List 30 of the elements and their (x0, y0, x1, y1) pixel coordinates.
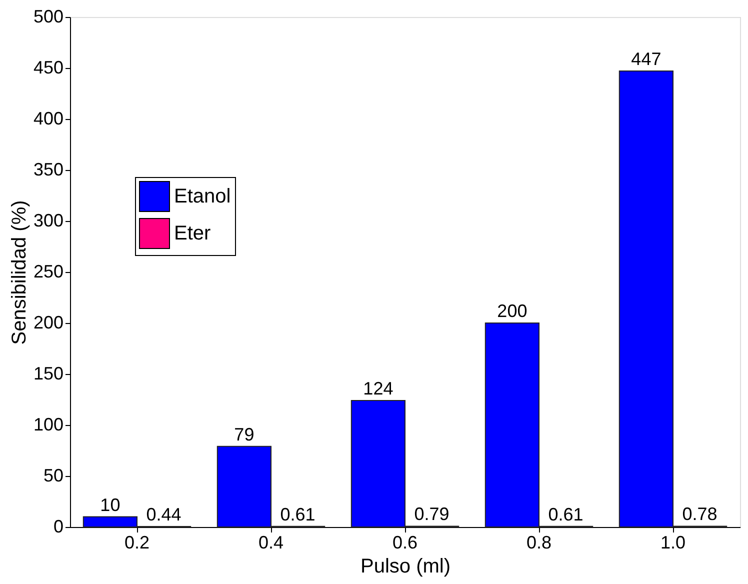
data-label: 0.79 (414, 504, 450, 524)
y-tick-label: 0 (53, 516, 64, 536)
y-tick-label: 500 (33, 6, 64, 26)
y-tick-label: 100 (33, 414, 64, 434)
x-axis-title: Pulso (ml) (360, 556, 451, 578)
data-label: 0.44 (146, 504, 182, 525)
y-tick-label: 150 (33, 364, 64, 384)
x-tick-label: 0.6 (392, 532, 418, 552)
data-label: 0.78 (682, 504, 718, 524)
y-tick-label: 400 (33, 108, 64, 128)
y-tick-label: 300 (33, 210, 64, 230)
data-label: 10 (100, 494, 120, 515)
legend-label: Etanol (174, 186, 231, 208)
y-tick-label: 350 (33, 160, 64, 180)
data-label: 447 (631, 49, 662, 70)
y-axis-title: Sensibilidad (%) (8, 200, 30, 345)
x-tick-label: 0.2 (124, 532, 150, 552)
data-label: 79 (234, 424, 254, 444)
x-tick-label: 0.4 (258, 532, 284, 552)
data-label: 200 (497, 301, 528, 321)
y-tick-label: 200 (33, 312, 64, 332)
data-label: 124 (363, 378, 394, 399)
y-tick-label: 50 (43, 466, 64, 486)
y-tick-label: 450 (33, 58, 64, 78)
x-tick-label: 1.0 (660, 532, 686, 552)
data-label: 0.61 (280, 504, 316, 524)
data-label: 0.61 (548, 504, 584, 524)
legend-label: Eter (174, 222, 212, 244)
y-tick-label: 250 (33, 262, 64, 282)
x-tick-label: 0.8 (526, 532, 552, 552)
